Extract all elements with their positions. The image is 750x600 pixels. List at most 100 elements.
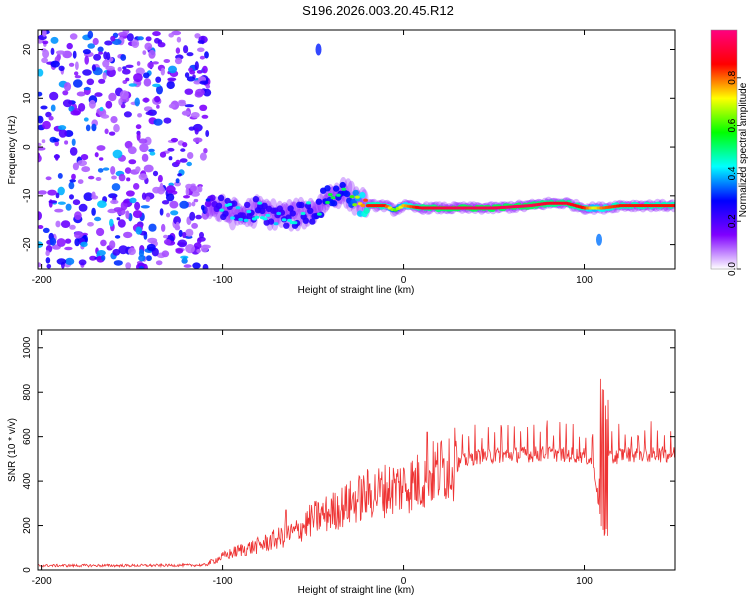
noise-blob [152,83,161,88]
noise-blob [203,148,208,154]
noise-blob [200,204,205,211]
noise-blob [173,216,182,225]
noise-blob [102,72,107,80]
colorbar-tick-label: 0.0 [727,262,738,276]
noise-blob [99,157,104,161]
ridge-core [336,193,341,197]
spectral-blob [595,233,602,246]
noise-blob [57,186,65,196]
noise-blob [104,40,113,46]
ridge-core [355,195,360,199]
noise-blob [95,177,102,181]
noise-blob [105,100,113,109]
noise-blob [143,78,152,87]
noise-blob [185,187,190,197]
x-tick-label: 0 [401,576,407,587]
noise-blob [170,210,179,216]
noise-blob [137,113,143,118]
noise-blob [98,51,104,55]
ridge-segment [324,185,331,192]
noise-blob [50,47,55,56]
noise-blob [99,106,104,112]
noise-blob [76,91,86,97]
noise-blob [163,239,172,245]
noise-blob [194,127,199,135]
noise-blob [97,200,107,208]
noise-blob [117,66,122,72]
noise-blob [85,124,91,132]
noise-blob [80,154,89,161]
noise-blob [49,91,59,101]
noise-blob [133,183,140,190]
x-tick-label: -100 [213,576,233,587]
noise-blob [88,175,95,180]
noise-blob [57,173,63,179]
noise-blob [191,201,196,207]
snr-content [38,378,675,569]
noise-blob [154,95,161,103]
noise-blob [144,136,152,146]
ridge-segment [215,202,223,209]
noise-blob [40,105,48,110]
noise-blob [174,57,183,65]
noise-blob [81,166,91,173]
noise-blob [93,53,102,61]
noise-blob [77,179,84,185]
noise-blob [38,211,42,221]
noise-blob [186,161,192,167]
noise-blob [69,179,76,183]
noise-blob [193,198,199,203]
noise-blob [94,216,102,222]
noise-blob [145,36,152,42]
noise-blob [69,224,76,230]
snr-x-label: Height of straight line (km) [298,585,415,596]
noise-blob [65,257,75,265]
noise-blob [110,116,118,124]
noise-blob [71,173,76,180]
ridge-segment [244,201,251,209]
ridge-core [230,216,235,220]
noise-blob [197,47,205,53]
noise-blob [199,231,204,239]
ridge-core [672,204,675,208]
ridge-core [300,211,306,216]
noise-blob [179,200,189,209]
noise-blob [58,129,67,138]
noise-blob [152,186,161,194]
noise-blob [141,192,147,200]
noise-blob [197,237,202,244]
ridge-core [257,201,263,205]
noise-blob [45,176,52,181]
ridge-segment [204,200,212,207]
noise-blob [171,30,182,36]
noise-blob [128,159,137,165]
noise-blob [45,250,50,257]
y-tick-label: 0 [22,144,33,150]
noise-blob [152,170,159,177]
noise-blob [69,33,78,40]
noise-blob [125,262,132,269]
ridge-core [235,206,241,210]
ridge-segment [363,207,370,214]
noise-blob [199,80,209,85]
noise-blob [145,196,151,202]
ridge-segment [259,207,266,215]
noise-blob [83,87,91,91]
noise-blob [175,159,181,165]
noise-blob [177,173,183,177]
noise-blob [94,92,103,97]
noise-blob [96,227,105,237]
ridge-core [246,210,252,214]
noise-blob [38,190,47,195]
colorbar-tick-label: 0.6 [727,118,738,132]
noise-blob [195,214,202,220]
noise-blob [118,173,126,182]
noise-blob [183,264,192,268]
noise-blob [101,254,106,261]
y-tick-label: 200 [22,517,33,534]
snr-panel: -200 -100 0 100 0 200 400 600 800 1000 Height of… [7,329,676,596]
noise-blob [174,181,181,187]
noise-blob [108,208,115,213]
noise-blob [136,132,141,141]
noise-blob [91,191,96,199]
